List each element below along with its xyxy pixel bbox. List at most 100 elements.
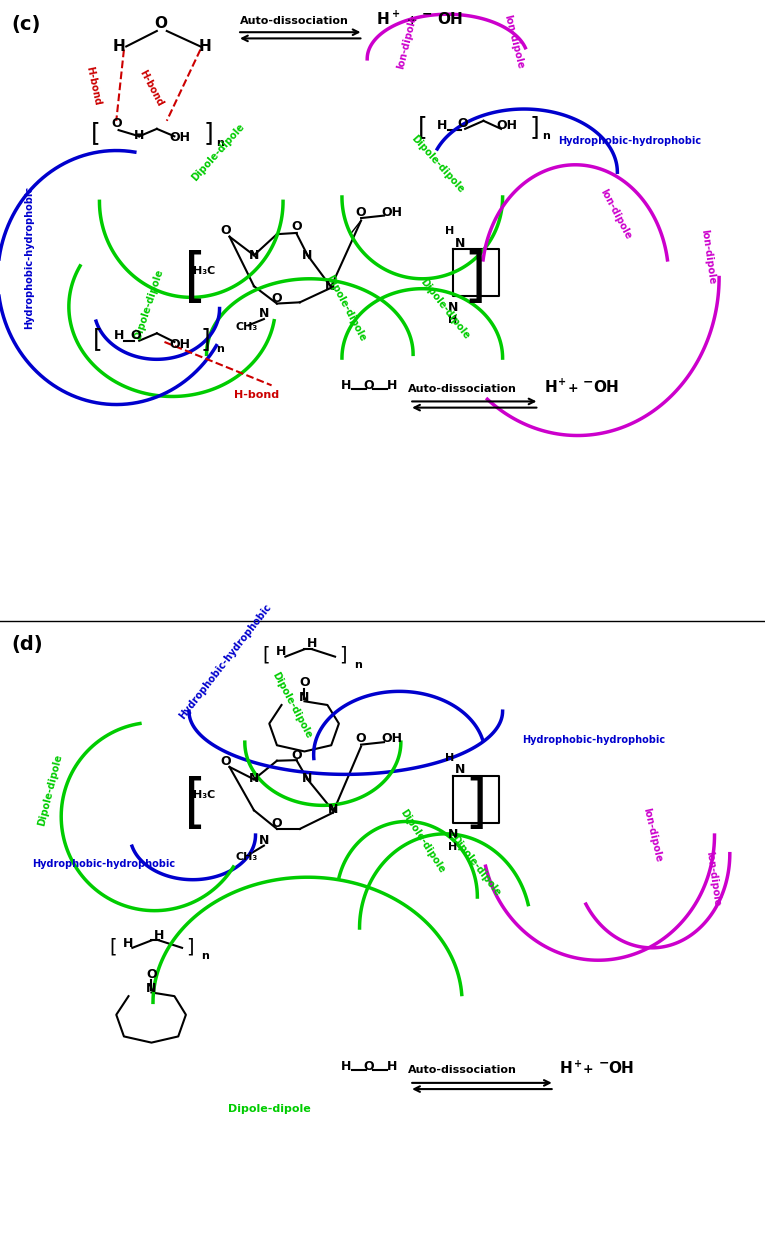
Text: O: O (363, 379, 374, 392)
Text: Ion-dipole: Ion-dipole (396, 14, 418, 71)
Text: H: H (448, 843, 457, 852)
Text: ]: ] (463, 250, 486, 307)
Text: +: + (406, 14, 417, 26)
Text: (c): (c) (11, 15, 41, 35)
Text: (d): (d) (11, 634, 43, 654)
Text: O: O (356, 206, 366, 218)
Text: [: [ (184, 776, 207, 833)
Text: H-bond: H-bond (138, 68, 165, 108)
Text: ]: ] (200, 327, 210, 352)
Text: Dipole-dipole: Dipole-dipole (190, 121, 246, 182)
Text: ]: ] (186, 937, 194, 957)
Text: N: N (327, 803, 338, 815)
Text: n: n (216, 344, 224, 354)
Text: H: H (134, 129, 145, 142)
Text: Ion-dipole: Ion-dipole (704, 850, 722, 907)
Text: ]: ] (529, 115, 539, 139)
Text: ]: ] (203, 121, 213, 145)
Text: O: O (131, 330, 142, 342)
Text: H: H (445, 753, 454, 763)
Text: +: + (583, 1063, 594, 1075)
Text: H: H (376, 11, 389, 26)
Text: n: n (354, 660, 362, 670)
Text: +: + (568, 382, 578, 394)
Text: H: H (445, 227, 454, 237)
Text: H: H (307, 637, 317, 650)
Text: N: N (146, 983, 157, 995)
Text: N: N (302, 772, 313, 784)
Text: H: H (448, 316, 457, 326)
Text: [: [ (91, 121, 100, 145)
Text: N: N (249, 249, 259, 261)
Text: O: O (299, 676, 310, 689)
Text: OH: OH (381, 732, 402, 745)
Text: Hydrophobic-hydrophobic: Hydrophobic-hydrophobic (522, 735, 665, 746)
Text: [: [ (262, 646, 270, 665)
Text: N: N (299, 691, 310, 704)
Text: O: O (363, 1061, 374, 1073)
Text: Auto-dissociation: Auto-dissociation (240, 16, 349, 26)
Text: +: + (392, 10, 400, 20)
Text: [: [ (184, 250, 207, 307)
Text: n: n (542, 131, 550, 141)
Text: N: N (455, 237, 466, 249)
Text: Dipole-dipole: Dipole-dipole (398, 808, 447, 875)
Text: −: − (422, 7, 432, 20)
Text: n: n (201, 952, 209, 961)
Text: H: H (276, 646, 287, 658)
Text: O: O (146, 968, 157, 980)
Text: Dipole-dipole: Dipole-dipole (324, 274, 367, 343)
Text: H: H (340, 1061, 351, 1073)
Text: OH: OH (169, 131, 190, 144)
Text: N: N (448, 301, 458, 313)
Text: Dipole-dipole: Dipole-dipole (418, 276, 472, 341)
Text: Dipole-dipole: Dipole-dipole (36, 753, 63, 826)
Text: O: O (272, 817, 282, 830)
Text: N: N (448, 828, 458, 840)
Text: H-bond: H-bond (234, 390, 278, 400)
Text: Dipole-dipole: Dipole-dipole (228, 1104, 311, 1114)
Text: H: H (340, 379, 351, 392)
Text: H-bond: H-bond (84, 64, 103, 107)
Text: OH: OH (496, 119, 517, 131)
Text: [: [ (109, 937, 117, 957)
Text: H₃C: H₃C (194, 266, 216, 276)
Text: N: N (455, 763, 466, 776)
Text: O: O (220, 224, 231, 237)
Text: Ion-dipole: Ion-dipole (598, 187, 633, 240)
Text: H: H (545, 379, 558, 394)
Text: N: N (249, 772, 259, 784)
Text: H: H (199, 38, 211, 53)
Text: OH: OH (438, 11, 464, 26)
Text: H: H (154, 928, 164, 942)
Text: H: H (386, 1061, 397, 1073)
Text: Hydrophobic-hydrophobic: Hydrophobic-hydrophobic (24, 186, 34, 328)
Text: Hydrophobic-hydrophobic: Hydrophobic-hydrophobic (558, 136, 702, 146)
Text: CH₃: CH₃ (235, 852, 258, 862)
Text: O: O (111, 116, 122, 130)
Text: +: + (558, 378, 567, 388)
Text: ]: ] (464, 776, 487, 833)
Text: OH: OH (169, 338, 190, 351)
Text: N: N (259, 834, 269, 846)
Text: Ion-dipole: Ion-dipole (640, 807, 663, 864)
Text: [: [ (93, 327, 103, 352)
Text: Dipole-dipole: Dipole-dipole (449, 834, 503, 898)
Text: −: − (598, 1057, 609, 1069)
Text: Auto-dissociation: Auto-dissociation (409, 384, 517, 394)
Text: Ion-dipole: Ion-dipole (503, 14, 526, 71)
Text: +: + (574, 1059, 582, 1069)
Text: Auto-dissociation: Auto-dissociation (409, 1066, 517, 1075)
Text: Ion-dipole: Ion-dipole (698, 229, 717, 285)
Text: n: n (216, 138, 224, 147)
Text: O: O (356, 732, 366, 745)
Text: H: H (113, 330, 124, 342)
Text: N: N (259, 307, 269, 320)
Text: Dipole-dipole: Dipole-dipole (409, 134, 466, 195)
Text: O: O (272, 292, 282, 305)
Text: Dipole-dipole: Dipole-dipole (271, 670, 314, 740)
Text: Dipole-dipole: Dipole-dipole (133, 268, 165, 342)
Text: Hydrophobic-hydrophobic: Hydrophobic-hydrophobic (177, 602, 274, 721)
Text: H: H (437, 119, 448, 131)
Text: H: H (112, 38, 125, 53)
